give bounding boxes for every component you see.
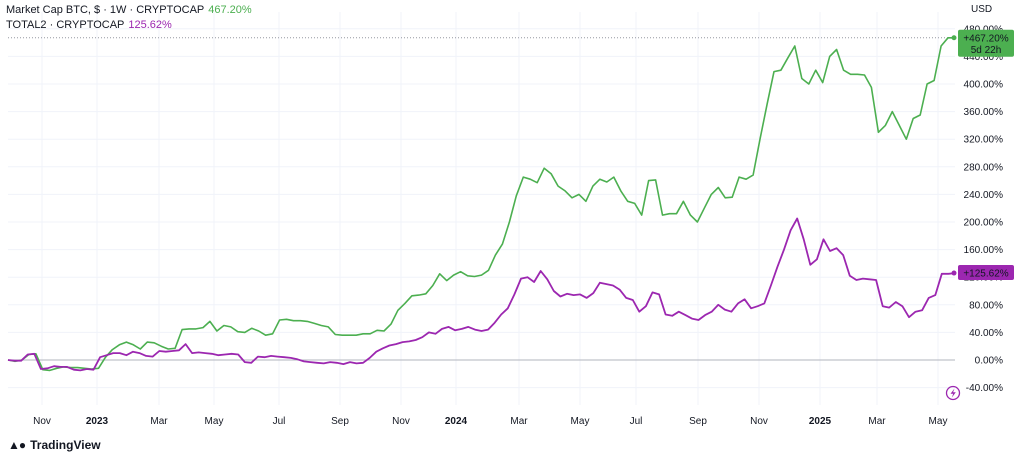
x-tick-label: Sep (331, 416, 349, 427)
series-last-point-1 (951, 35, 957, 41)
y-tick-label: 280.00% (964, 162, 1004, 173)
series1-badge-value: +467.20% (963, 33, 1008, 44)
x-tick-label: Mar (868, 416, 886, 427)
tradingview-brand[interactable]: ▲● TradingView (8, 438, 101, 452)
x-tick-label: 2024 (445, 416, 468, 427)
currency-label[interactable]: USD (971, 4, 993, 15)
tradingview-logo-icon: ▲● (8, 438, 26, 452)
y-tick-label: 360.00% (964, 107, 1004, 118)
brand-name: TradingView (30, 438, 101, 452)
series2-badge-value: +125.62% (963, 269, 1008, 280)
y-tick-label: 80.00% (969, 300, 1003, 311)
y-tick-label: 400.00% (964, 80, 1004, 91)
x-tick-label: May (571, 416, 590, 427)
y-tick-label: 0.00% (975, 356, 1003, 367)
series2-badge-bg (958, 265, 1014, 281)
y-axis[interactable]: 480.00%440.00%400.00%360.00%320.00%280.0… (964, 24, 1004, 394)
legend-series1-value: 467.20% (208, 4, 252, 16)
x-tick-label: 2025 (809, 416, 832, 427)
x-tick-label: Nov (750, 416, 768, 427)
grid (8, 12, 955, 405)
x-tick-label: Jul (630, 416, 643, 427)
legend-series2-name: TOTAL2 · CRYPTOCAP (6, 19, 125, 31)
legend-row-series2[interactable]: TOTAL2 · CRYPTOCAP 125.62% (6, 18, 252, 33)
series-line-2 (7, 217, 956, 372)
y-tick-label: 240.00% (964, 190, 1004, 201)
series-last-point-2 (951, 270, 957, 276)
x-tick-label: Mar (510, 416, 528, 427)
series1-value-badge: +467.20% 5d 22h (958, 29, 1014, 57)
x-tick-label: 2023 (86, 416, 109, 427)
y-tick-label: 320.00% (964, 135, 1004, 146)
x-tick-label: Jul (273, 416, 286, 427)
lightning-icon-ring (945, 385, 961, 401)
x-tick-label: May (929, 416, 948, 427)
y-tick-label: 200.00% (964, 218, 1004, 229)
lightning-icon[interactable] (945, 385, 961, 401)
y-tick-label: 160.00% (964, 245, 1004, 256)
price-badges: +467.20% 5d 22h +125.62% (958, 29, 1014, 281)
x-tick-label: Nov (33, 416, 51, 427)
legend-series1-name: Market Cap BTC, $ · 1W · CRYPTOCAP (6, 4, 205, 16)
series1-badge-countdown: 5d 22h (971, 45, 1002, 56)
x-tick-label: May (205, 416, 224, 427)
series2-value-badge: +125.62% (958, 265, 1014, 281)
lightning-icon-bolt (950, 388, 956, 398)
x-axis[interactable]: Nov 2023 Mar May Jul Sep Nov 2024 Mar May Jul Sep No… (33, 416, 947, 427)
y-tick-label: -40.00% (966, 383, 1003, 394)
x-tick-label: Nov (392, 416, 410, 427)
series-layer (7, 35, 957, 372)
legend-row-series1[interactable]: Market Cap BTC, $ · 1W · CRYPTOCAP 467.20… (6, 3, 252, 18)
legend-series2-value: 125.62% (128, 19, 172, 31)
series1-badge-bg (958, 29, 1014, 57)
x-tick-label: Mar (150, 416, 168, 427)
y-tick-label: 40.00% (969, 328, 1003, 339)
series-line-1 (7, 36, 955, 372)
y-tick-label: 440.00% (964, 52, 1004, 63)
x-tick-label: Sep (689, 416, 707, 427)
chart-legend: Market Cap BTC, $ · 1W · CRYPTOCAP 467.20… (6, 3, 252, 33)
